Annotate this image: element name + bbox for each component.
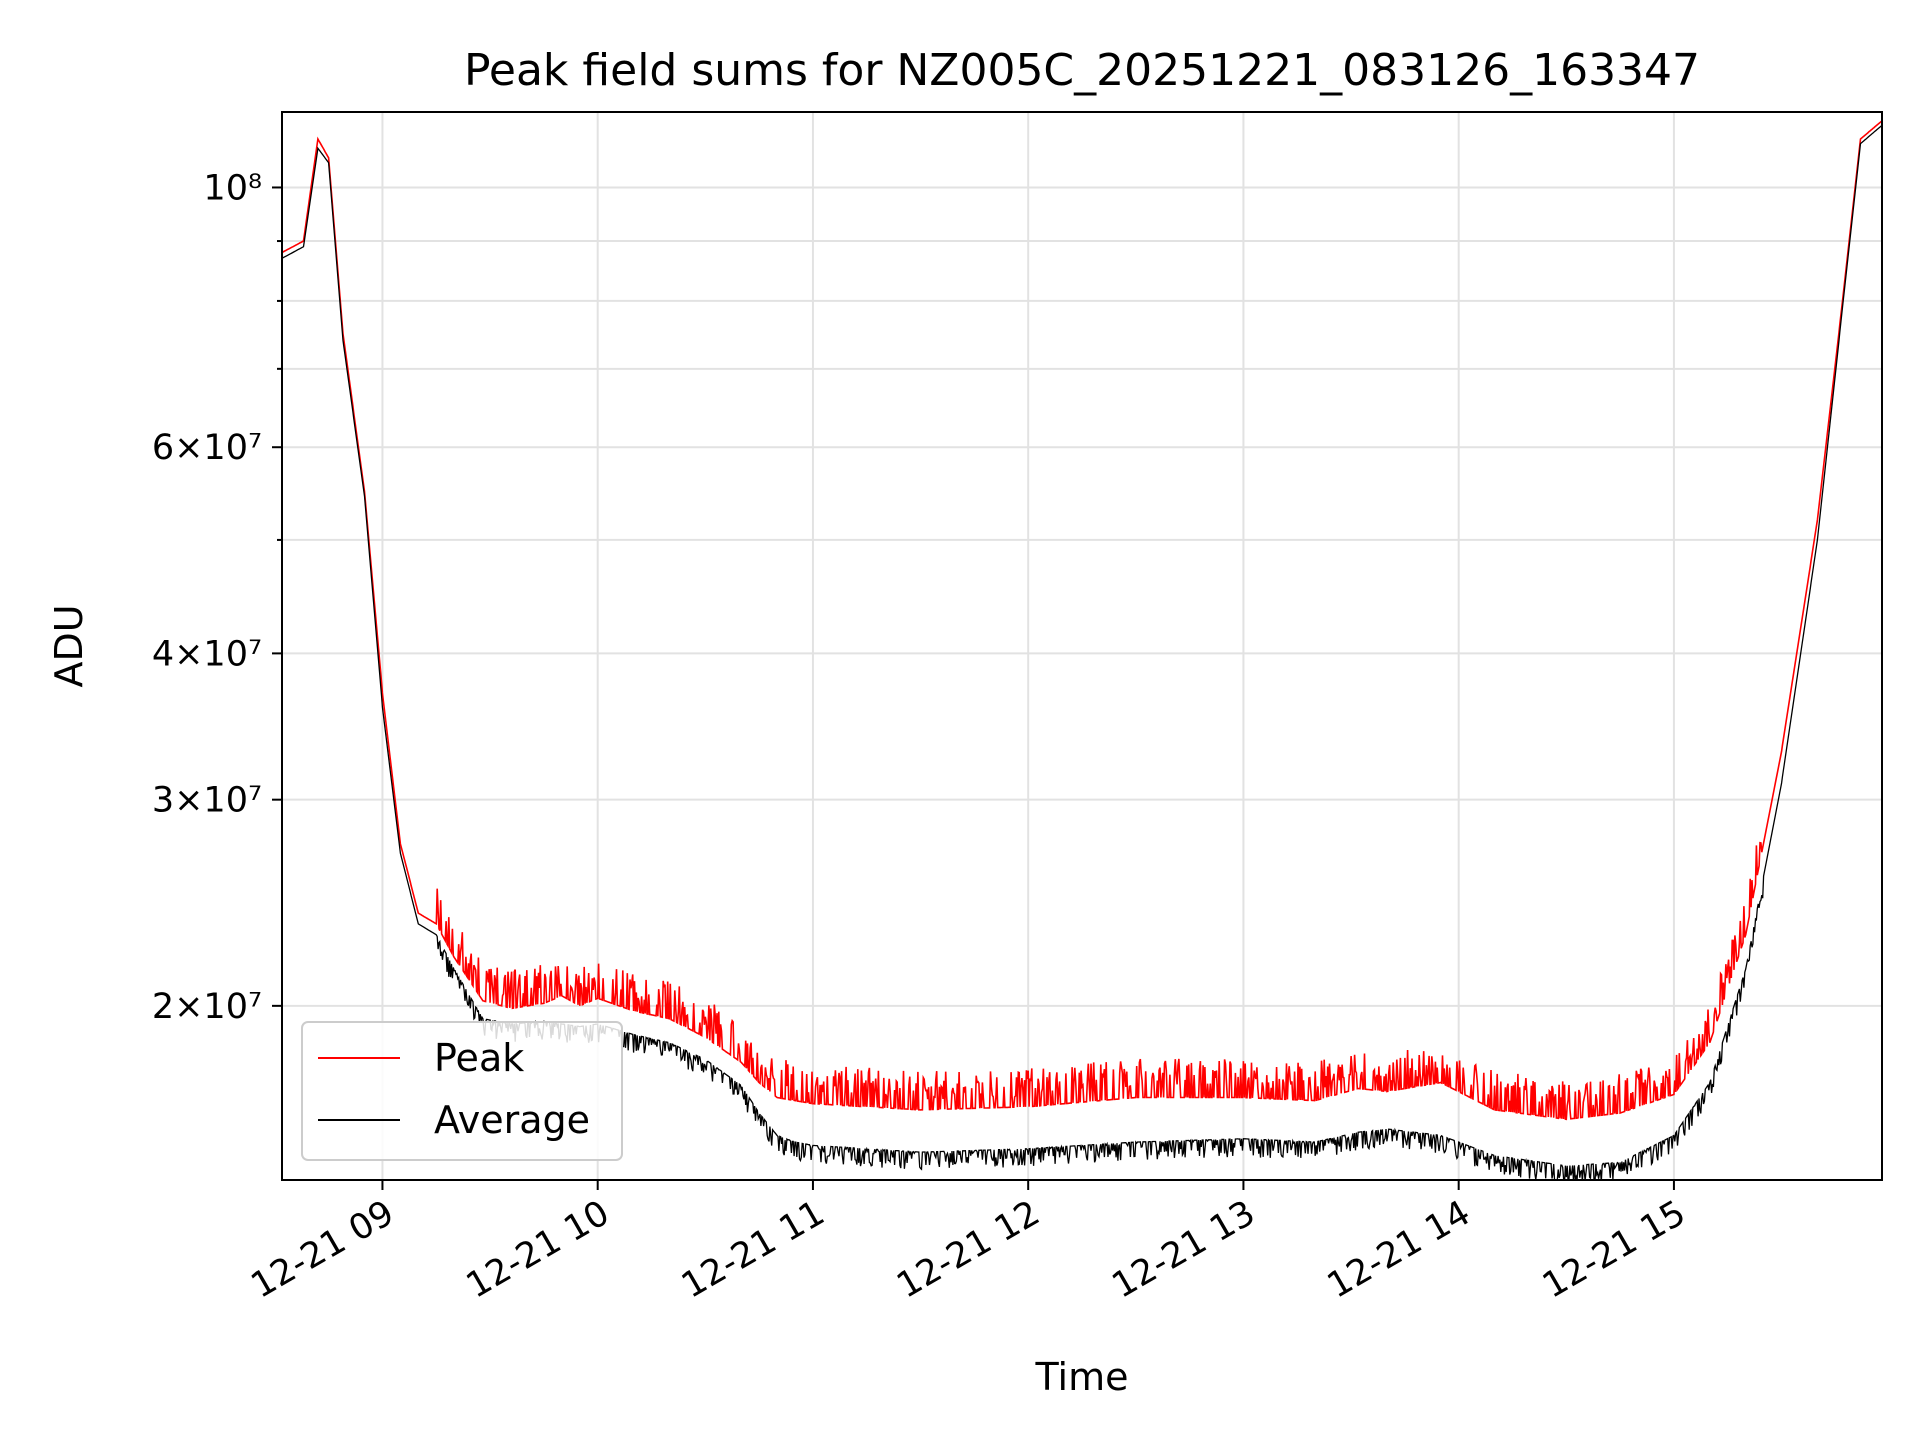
y-axis: 2×10⁷ 3×10⁷ 4×10⁷ 6×10⁷ 10⁸ (152, 168, 282, 1027)
x-axis-label: Time (1035, 1355, 1129, 1399)
chart-title: Peak field sums for NZ005C_20251221_0831… (464, 45, 1700, 96)
legend-box (301, 1021, 623, 1161)
x-tick-label: 12-21 10 (460, 1193, 616, 1306)
y-tick-label: 10⁸ (203, 168, 262, 208)
y-tick-label: 2×10⁷ (152, 987, 262, 1027)
legend-label-peak: Peak (434, 1036, 524, 1080)
x-tick-label: 12-21 13 (1106, 1193, 1262, 1306)
x-tick-label: 12-21 15 (1536, 1193, 1692, 1306)
y-tick-label: 3×10⁷ (152, 781, 262, 821)
legend: Peak Average (301, 1021, 623, 1161)
x-tick-label: 12-21 11 (675, 1193, 831, 1306)
x-axis: 12-21 09 12-21 10 12-21 11 12-21 12 12-21 13… (245, 1180, 1692, 1306)
plot-frame (281, 111, 1883, 1181)
y-axis-label: ADU (47, 604, 91, 687)
x-tick-label: 12-21 09 (245, 1193, 401, 1306)
y-tick-label: 4×10⁷ (152, 634, 262, 674)
legend-label-average: Average (434, 1098, 590, 1142)
y-tick-label: 6×10⁷ (152, 428, 262, 468)
x-tick-label: 12-21 12 (890, 1193, 1046, 1306)
grid-lines (282, 112, 1882, 1180)
x-tick-label: 12-21 14 (1321, 1193, 1477, 1306)
series-line-peak (282, 120, 1882, 1121)
